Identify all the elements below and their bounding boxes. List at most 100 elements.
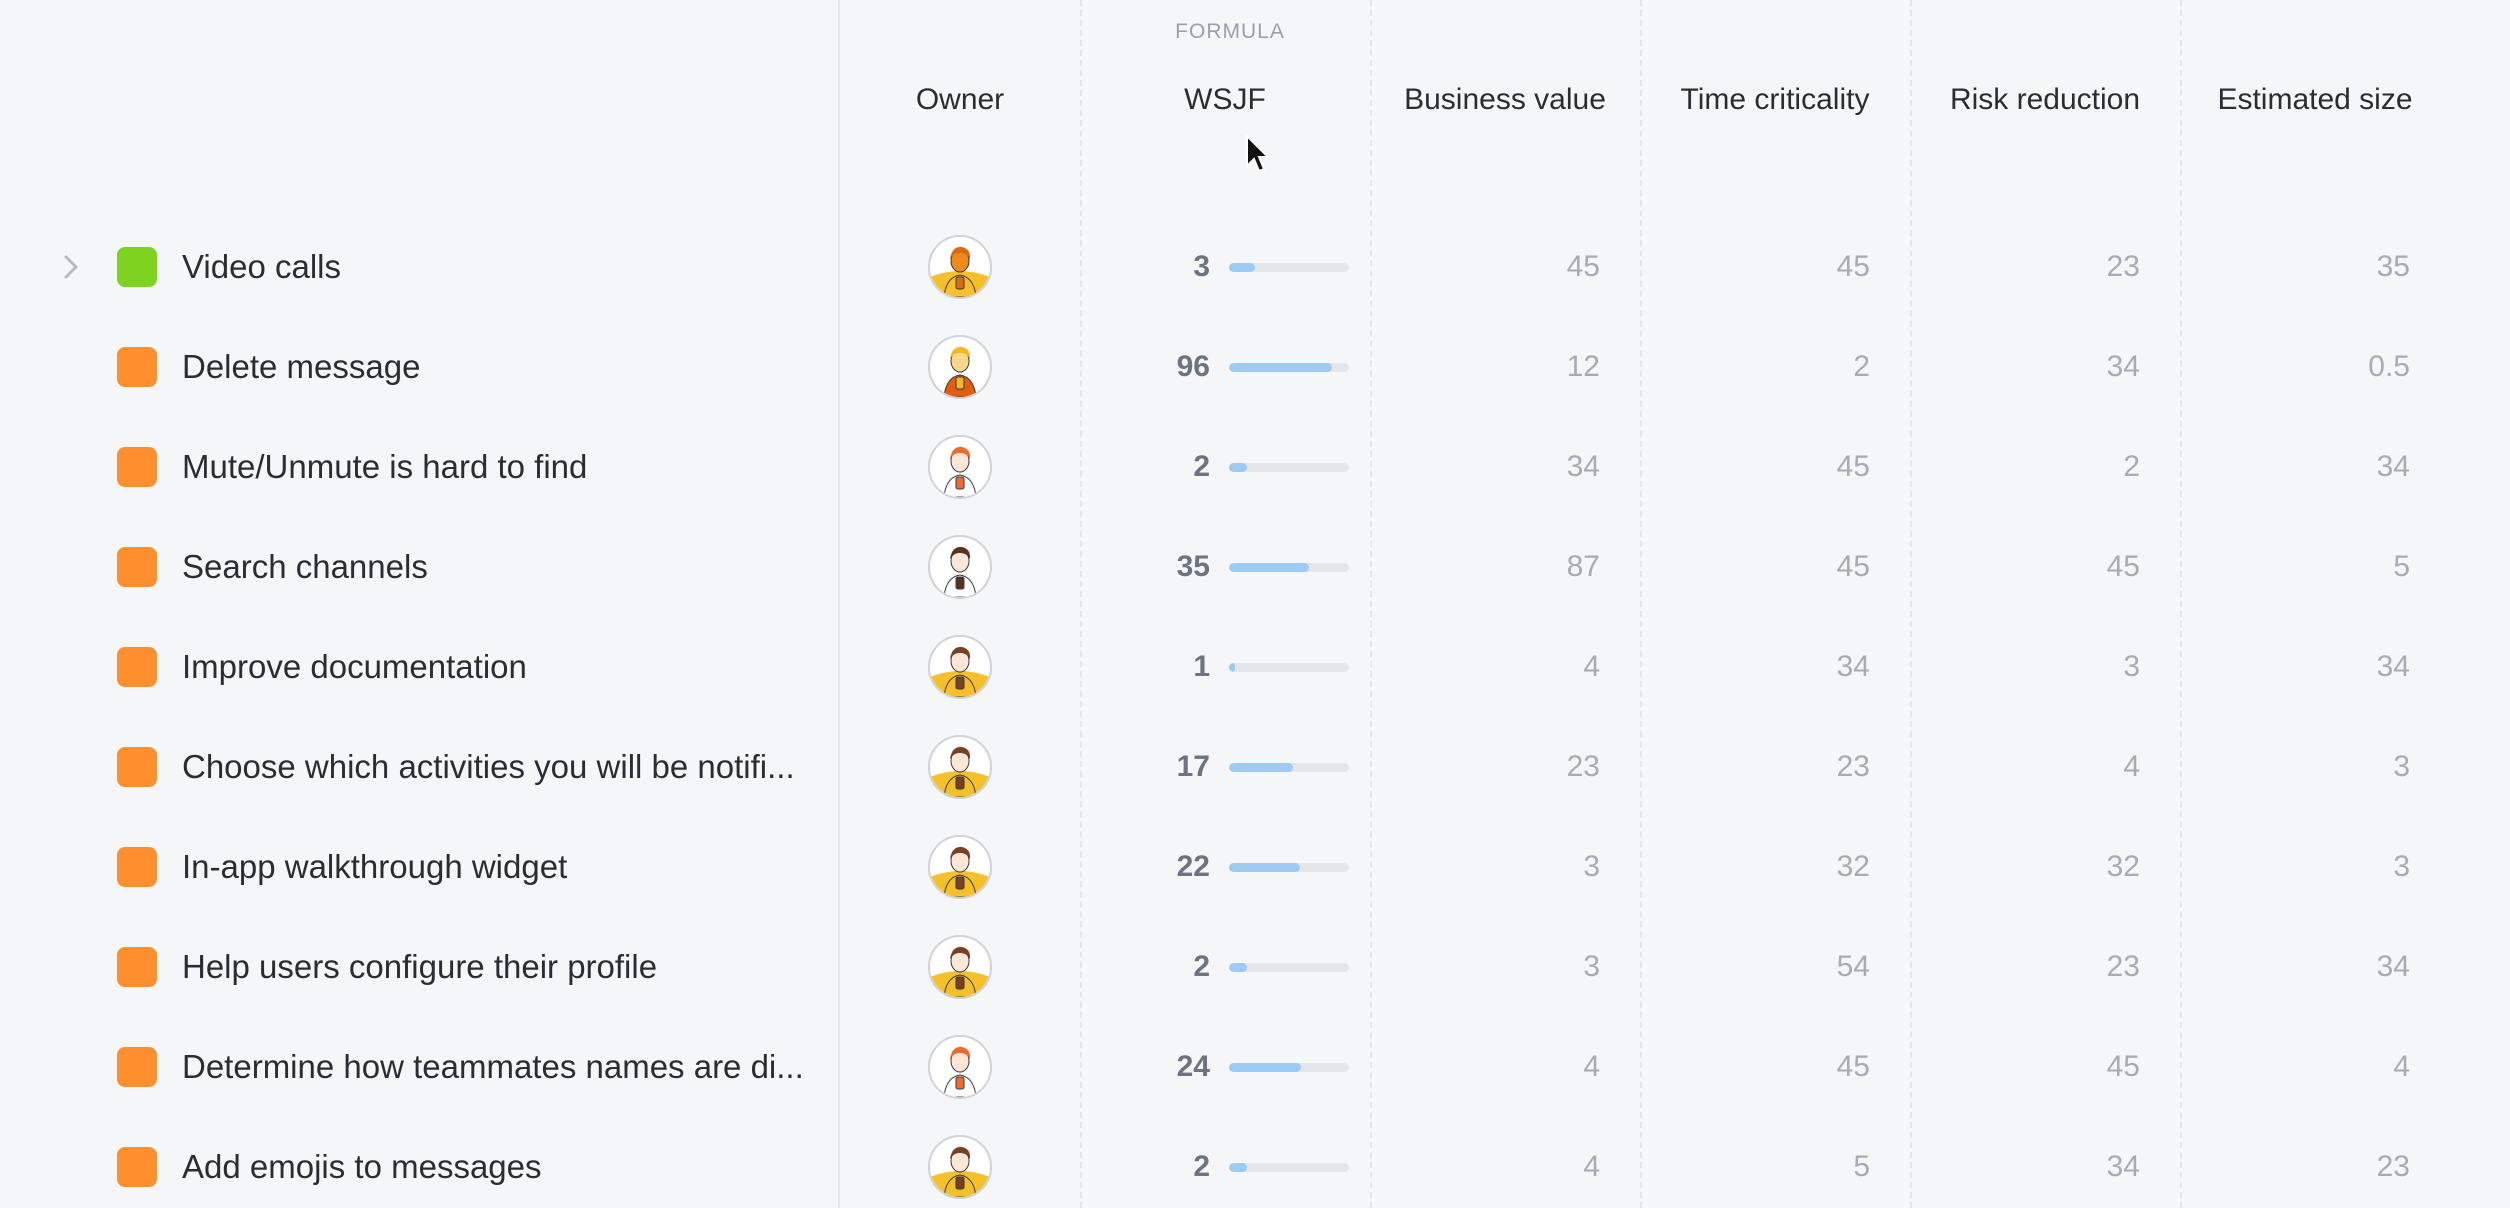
list-item[interactable]: Search channels [0,537,840,597]
wsjf-progress-fill [1229,663,1235,672]
time-criticality-cell[interactable]: 45 [1836,1050,1870,1083]
risk-reduction-cell[interactable]: 45 [2106,1050,2140,1083]
time-criticality-cell[interactable]: 45 [1836,550,1870,583]
item-title[interactable]: Video calls [182,248,341,285]
estimated-size-cell[interactable]: 5 [2393,550,2410,583]
item-title[interactable]: Determine how teammates names are di... [182,1048,804,1085]
list-item[interactable]: Mute/Unmute is hard to find [0,437,840,497]
business-value-cell[interactable]: 45 [1566,250,1600,283]
owner-avatar[interactable] [928,735,992,799]
status-color-square [117,847,157,887]
item-title[interactable]: Help users configure their profile [182,948,658,985]
owner-avatar[interactable] [928,435,992,499]
business-value-cell[interactable]: 3 [1583,850,1600,883]
estimated-size-cell[interactable]: 3 [2393,850,2410,883]
column-header-risk-reduction[interactable]: Risk reduction [1949,83,2141,116]
status-color-square [117,647,157,687]
estimated-size-cell[interactable]: 35 [2376,250,2410,283]
item-title[interactable]: Add emojis to messages [182,1148,542,1185]
wsjf-progress-bar [1229,863,1349,872]
wsjf-progress-bar [1229,763,1349,772]
formula-label: FORMULA [1175,20,1285,43]
wsjf-progress-fill [1229,1163,1247,1172]
business-value-cell[interactable]: 4 [1583,1050,1600,1083]
wsjf-progress-bar [1229,563,1349,572]
item-title[interactable]: Improve documentation [182,648,527,685]
business-value-cell[interactable]: 87 [1566,550,1600,583]
owner-avatar[interactable] [928,535,992,599]
list-item[interactable]: Help users configure their profile [0,937,840,997]
time-criticality-cell[interactable]: 2 [1853,350,1870,383]
business-value-cell[interactable]: 12 [1566,350,1600,383]
wsjf-value: 17 [1176,750,1210,783]
estimated-size-cell[interactable]: 34 [2376,450,2410,483]
status-color-square [117,1147,157,1187]
item-title[interactable]: Mute/Unmute is hard to find [182,448,588,485]
item-title[interactable]: Search channels [182,548,428,585]
item-title[interactable]: Delete message [182,348,421,385]
estimated-size-cell[interactable]: 34 [2376,950,2410,983]
business-value-cell[interactable]: 34 [1566,450,1600,483]
column-header-wsjf[interactable]: WSJF [1184,83,1266,116]
status-color-square [117,247,157,287]
column-divider [1080,0,1082,1208]
estimated-size-cell[interactable]: 23 [2376,1150,2410,1183]
status-color-square [117,947,157,987]
risk-reduction-cell[interactable]: 23 [2106,250,2140,283]
owner-avatar[interactable] [928,835,992,899]
wsjf-progress-fill [1229,563,1310,572]
time-criticality-cell[interactable]: 45 [1836,250,1870,283]
column-header-time-criticality[interactable]: Time criticality [1680,83,1870,116]
time-criticality-cell[interactable]: 32 [1836,850,1870,883]
estimated-size-cell[interactable]: 0.5 [2368,350,2410,383]
wsjf-progress-bar [1229,363,1349,372]
item-list-pane [0,0,840,1208]
wsjf-value: 24 [1176,1050,1210,1083]
column-header-business-value[interactable]: Business value [1404,83,1606,116]
risk-reduction-cell[interactable]: 2 [2123,450,2140,483]
list-item[interactable]: In-app walkthrough widget [0,837,840,897]
owner-avatar[interactable] [928,935,992,999]
estimated-size-cell[interactable]: 34 [2376,650,2410,683]
business-value-cell[interactable]: 3 [1583,950,1600,983]
wsjf-progress-fill [1229,363,1333,372]
list-item[interactable]: Choose which activities you will be noti… [0,737,840,797]
owner-avatar[interactable] [928,1035,992,1099]
column-header-owner[interactable]: Owner [915,83,1005,116]
business-value-cell[interactable]: 4 [1583,1150,1600,1183]
wsjf-progress-bar [1229,663,1349,672]
risk-reduction-cell[interactable]: 34 [2106,1150,2140,1183]
time-criticality-cell[interactable]: 5 [1853,1150,1870,1183]
risk-reduction-cell[interactable]: 32 [2106,850,2140,883]
list-item[interactable]: Add emojis to messages [0,1137,840,1197]
risk-reduction-cell[interactable]: 3 [2123,650,2140,683]
time-criticality-cell[interactable]: 54 [1836,950,1870,983]
risk-reduction-cell[interactable]: 45 [2106,550,2140,583]
business-value-cell[interactable]: 4 [1583,650,1600,683]
risk-reduction-cell[interactable]: 4 [2123,750,2140,783]
wsjf-value: 2 [1193,450,1210,483]
time-criticality-cell[interactable]: 23 [1836,750,1870,783]
estimated-size-cell[interactable]: 3 [2393,750,2410,783]
item-title[interactable]: In-app walkthrough widget [182,848,568,885]
time-criticality-cell[interactable]: 45 [1836,450,1870,483]
list-item[interactable]: Improve documentation [0,637,840,697]
column-header-estimated-size[interactable]: Estimated size [2217,83,2413,116]
chevron-right-icon[interactable] [60,251,84,283]
list-item[interactable]: Delete message [0,337,840,397]
owner-avatar[interactable] [928,1135,992,1199]
business-value-cell[interactable]: 23 [1566,750,1600,783]
owner-avatar[interactable] [928,635,992,699]
column-divider [1370,0,1372,1208]
estimated-size-cell[interactable]: 4 [2393,1050,2410,1083]
time-criticality-cell[interactable]: 34 [1836,650,1870,683]
risk-reduction-cell[interactable]: 34 [2106,350,2140,383]
list-item[interactable]: Video calls [0,237,840,297]
owner-avatar[interactable] [928,335,992,399]
risk-reduction-cell[interactable]: 23 [2106,950,2140,983]
owner-avatar[interactable] [928,235,992,299]
item-title[interactable]: Choose which activities you will be noti… [182,748,795,785]
wsjf-value: 22 [1176,850,1210,883]
wsjf-progress-fill [1229,1063,1301,1072]
list-item[interactable]: Determine how teammates names are di... [0,1037,840,1097]
